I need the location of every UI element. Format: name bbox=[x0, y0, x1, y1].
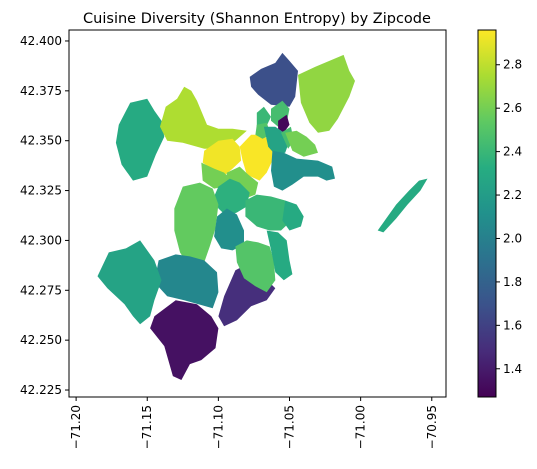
colorbar-tick-label: 2.2 bbox=[503, 188, 522, 202]
region-mission-hill bbox=[201, 162, 230, 189]
x-tick-label: −71.05 bbox=[283, 405, 297, 449]
x-tick-label: −71.20 bbox=[69, 405, 83, 449]
y-axis-ticks: 42.225 42.250 42.275 42.300 42.325 42.350 42.3… bbox=[20, 34, 69, 397]
region-back-bay bbox=[239, 134, 273, 181]
y-tick-label: 42.400 bbox=[20, 34, 62, 48]
region-roslindale bbox=[154, 254, 219, 309]
colorbar-tick-label: 1.4 bbox=[503, 362, 522, 376]
x-tick-label: −71.00 bbox=[354, 405, 368, 449]
region-dorchester-north bbox=[245, 194, 294, 231]
x-tick-label: −71.15 bbox=[140, 405, 154, 449]
y-tick-label: 42.325 bbox=[20, 184, 62, 198]
region-fenway bbox=[202, 138, 242, 175]
x-tick-label: −71.10 bbox=[211, 405, 225, 449]
region-financial-district bbox=[278, 114, 290, 133]
colorbar-tick-label: 2.0 bbox=[503, 231, 522, 245]
region-west-roxbury bbox=[97, 240, 162, 325]
x-axis-ticks: −71.20 −71.15 −71.10 −71.05 −71.00 −70.95 bbox=[69, 397, 439, 449]
region-west-end bbox=[256, 106, 271, 129]
region-charlestown bbox=[249, 52, 298, 107]
region-allston bbox=[160, 86, 247, 149]
y-tick-label: 42.375 bbox=[20, 84, 62, 98]
chart-title: Cuisine Diversity (Shannon Entropy) by Z… bbox=[83, 11, 431, 27]
y-tick-label: 42.300 bbox=[20, 233, 62, 247]
colorbar bbox=[478, 30, 496, 397]
y-tick-label: 42.225 bbox=[20, 383, 62, 397]
region-hyde-park bbox=[150, 300, 219, 380]
region-roxbury bbox=[214, 178, 250, 217]
colorbar-tick-label: 1.6 bbox=[503, 318, 522, 332]
plot-frame bbox=[68, 29, 447, 398]
colorbar-frame bbox=[477, 29, 497, 398]
region-jamaica-plain bbox=[174, 182, 219, 269]
y-tick-label: 42.275 bbox=[20, 283, 62, 297]
colorbar-ticks: 1.4 1.6 1.8 2.0 2.2 2.4 2.6 2.8 bbox=[496, 58, 522, 376]
y-tick-label: 42.350 bbox=[20, 134, 62, 148]
region-south-boston bbox=[271, 150, 335, 191]
colorbar-tick-label: 2.6 bbox=[503, 101, 522, 115]
region-south-boston-waterfront bbox=[285, 130, 318, 157]
x-tick-label: −70.95 bbox=[425, 405, 439, 449]
colorbar-tick-label: 2.4 bbox=[503, 145, 522, 159]
map-regions bbox=[97, 52, 428, 380]
y-tick-label: 42.250 bbox=[20, 333, 62, 347]
region-brighton bbox=[115, 98, 165, 181]
colorbar-tick-label: 1.8 bbox=[503, 275, 522, 289]
colorbar-tick-label: 2.8 bbox=[503, 58, 522, 72]
region-dorchester-south bbox=[235, 240, 276, 293]
region-franklin-park bbox=[214, 208, 244, 251]
region-dorchester-center bbox=[266, 230, 293, 281]
region-east-boston bbox=[298, 54, 355, 133]
region-harbor-island bbox=[377, 178, 428, 233]
region-dorchester-east bbox=[282, 200, 304, 231]
